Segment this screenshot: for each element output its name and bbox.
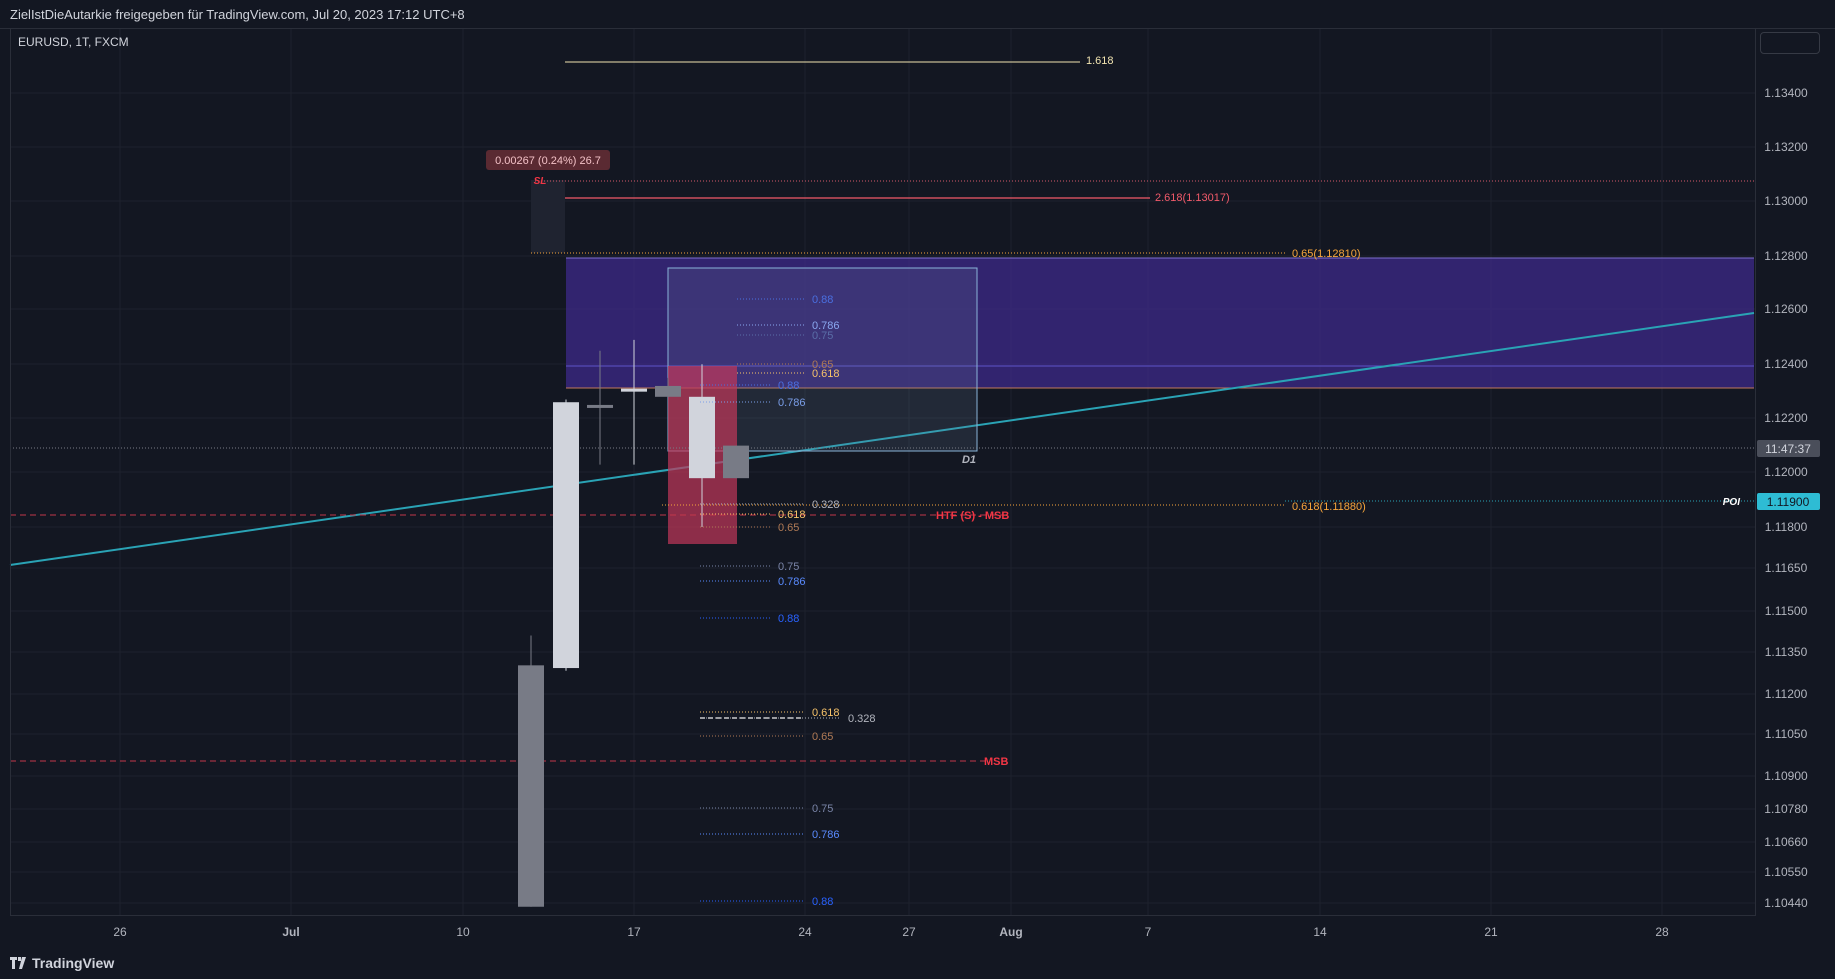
fib-label: 0.75 [778,561,799,573]
fib-label: 0.786 [778,576,806,588]
x-tick-label: 17 [627,925,641,939]
x-tick-label: Aug [999,925,1022,939]
fib-label: 0.328 [812,499,840,511]
candle-body [689,396,715,479]
fib-065-label: 0.65(1.12810) [1292,248,1361,260]
candle-body [587,404,613,408]
y-tick-label: 1.12400 [1764,357,1808,371]
fib-label: 0.65 [812,359,833,371]
y-tick-label: 1.10550 [1764,865,1808,879]
x-tick-label: 27 [902,925,916,939]
y-tick-label: 1.12800 [1764,249,1808,263]
x-tick-label: 10 [456,925,470,939]
y-tick-label: 1.10780 [1764,802,1808,816]
x-tick-label: 14 [1313,925,1327,939]
x-tick-label: 7 [1145,925,1152,939]
x-tick-label: Jul [282,925,299,939]
candle-body [723,445,749,479]
toolbar-box[interactable] [1760,32,1820,54]
d1-label: D1 [962,454,976,466]
fib-label: 0.786 [812,320,840,332]
fib-label: 0.618 [812,707,840,719]
y-tick-label: 1.11800 [1765,520,1808,534]
trend-line [9,312,1755,566]
y-tick-label: 1.11050 [1765,727,1808,741]
measure-label: 0.00267 (0.24%) 26.7 [495,155,601,167]
measure-box [486,150,610,170]
htf-msb-label: HTF (S) - MSB [936,510,1009,522]
poi-price-badge [1757,493,1820,510]
candle-body [621,388,647,392]
bottom-bar [0,950,1835,979]
chart-frame [10,28,1756,916]
x-tick-label: 26 [113,925,127,939]
fib-2618-label: 2.618(1.13017) [1155,192,1230,204]
fib-label: 0.88 [778,613,799,625]
time-badge-label: 11:47:37 [1765,442,1811,456]
x-tick-label: 28 [1655,925,1669,939]
fib-label: 0.75 [812,803,833,815]
y-tick-label: 1.10440 [1764,896,1808,910]
candle-body [553,402,579,669]
y-tick-label: 1.11650 [1765,561,1808,575]
poi-price-label: 1.11900 [1767,495,1810,509]
symbol-info: EURUSD, 1T, FXCM [18,35,129,49]
fib-0618-label: 0.618(1.11880) [1292,501,1366,513]
y-tick-label: 1.11500 [1765,604,1808,618]
tradingview-icon [10,957,26,969]
candle-body [655,385,681,397]
fib-label: 0.786 [812,829,840,841]
y-tick-label: 1.10660 [1764,835,1808,849]
y-tick-label: 1.12000 [1764,465,1808,479]
fib-label: 0.65 [812,731,833,743]
y-tick-label: 1.13200 [1764,140,1808,154]
poi-label: POI [1723,497,1740,508]
y-tick-label: 1.13400 [1764,86,1808,100]
fib-label: 0.786 [778,397,806,409]
tradingview-logo[interactable]: TradingView [10,955,114,971]
msb-label: MSB [984,756,1009,768]
y-tick-label: 1.11200 [1765,687,1808,701]
fib-label: 0.65 [778,522,799,534]
brand-label: TradingView [32,955,115,971]
x-tick-label: 21 [1484,925,1498,939]
fib-label: 0.88 [778,380,799,392]
fib-label: 0.618 [778,509,806,521]
fib-label: 0.328 [848,713,876,725]
y-tick-label: 1.13000 [1764,194,1808,208]
fib-label: 0.88 [812,294,833,306]
y-tick-label: 1.11350 [1765,645,1808,659]
x-tick-label: 24 [798,925,812,939]
fib-label: 0.75 [812,330,833,342]
stoploss-box [531,180,565,253]
time-badge [1757,440,1820,457]
fib-1618-label: 1.618 [1086,55,1114,67]
y-tick-label: 1.12200 [1764,411,1808,425]
candle-body [518,665,544,907]
fib-label: 0.88 [812,896,833,908]
share-caption: ZielIstDieAutarkie freigegeben für Tradi… [10,7,465,22]
fib-label: 0.618 [812,368,840,380]
sl-label: SL [534,176,547,187]
y-tick-label: 1.10900 [1764,769,1808,783]
y-tick-label: 1.12600 [1764,302,1808,316]
